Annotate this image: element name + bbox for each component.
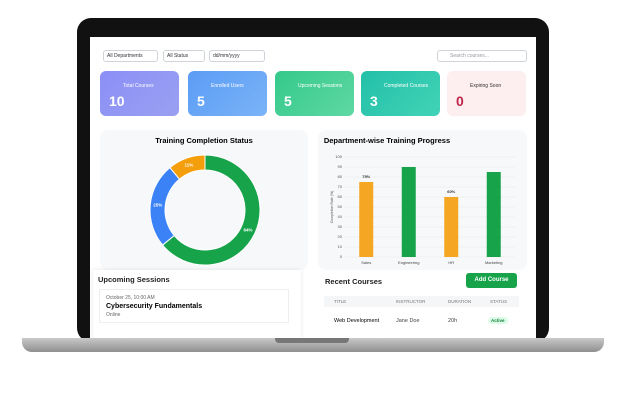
y-tick-label: 20 <box>338 234 343 239</box>
y-tick-label: 50 <box>338 204 343 209</box>
sessions-panel: Upcoming Sessions October 25, 10:00 AM C… <box>93 270 301 340</box>
card: Enrolled Users 5 <box>188 71 267 116</box>
data-label: 64% <box>243 227 252 232</box>
select[interactable]: All Departments <box>103 50 158 62</box>
y-tick-label: 90 <box>338 164 343 169</box>
filter-status[interactable]: All Status <box>163 50 205 62</box>
card-value: 0 <box>456 93 464 109</box>
data-label: 11% <box>185 162 194 167</box>
session-item[interactable]: October 25, 10:00 AM Cybersecurity Funda… <box>99 289 289 323</box>
panel-title: Recent Courses <box>325 277 383 286</box>
session-date: October 25, 10:00 AM <box>106 295 155 301</box>
donut-panel <box>100 130 308 270</box>
card: Upcoming Sessions 5 <box>275 71 354 116</box>
card: Total Courses 10 <box>100 71 179 116</box>
card-value: 10 <box>109 93 125 109</box>
donut-slice <box>169 154 206 180</box>
x-tick-label: Engineering <box>398 260 419 265</box>
search[interactable]: Search courses... <box>437 50 527 62</box>
card: Completed Courses 3 <box>361 71 440 116</box>
card-value: 5 <box>284 93 292 109</box>
y-axis-label: Completion Rate (%) <box>330 191 334 223</box>
add-course-button[interactable]: Add Course <box>466 273 517 288</box>
column-header: STATUS <box>490 299 508 304</box>
y-tick-label: 0 <box>340 254 343 259</box>
donut-slice <box>161 154 261 266</box>
y-tick-label: 40 <box>338 214 343 219</box>
x-tick-label: Marketing <box>485 260 503 265</box>
card: Expiring Soon 0 <box>447 71 526 116</box>
laptop-base <box>22 338 604 352</box>
bar <box>359 182 374 257</box>
card-label: Enrolled Users <box>211 83 244 89</box>
y-tick-label: 80 <box>338 174 343 179</box>
y-tick-label: 10 <box>338 244 343 249</box>
cell: Web Development <box>334 318 380 324</box>
status-badge: Active <box>488 317 508 324</box>
filter-department[interactable]: All Departments <box>103 50 158 62</box>
bar <box>486 172 501 257</box>
bar <box>401 167 416 257</box>
filter-date[interactable]: dd/mm/yyyy <box>209 50 265 62</box>
cell: Jane Doe <box>396 318 420 324</box>
laptop-notch <box>275 338 349 343</box>
card-label: Total Courses <box>123 83 154 89</box>
session-name: Cybersecurity Fundamentals <box>106 303 203 310</box>
panel-title: Upcoming Sessions <box>98 275 170 284</box>
y-tick-label: 60 <box>338 194 343 199</box>
table-header <box>324 296 519 307</box>
card-value: 5 <box>197 93 205 109</box>
y-tick-label: 30 <box>338 224 343 229</box>
chart-title: Training Completion Status <box>155 136 253 145</box>
column-header: TITLE <box>334 299 347 304</box>
bar <box>444 197 459 257</box>
card-label: Upcoming Sessions <box>298 83 343 89</box>
y-tick-label: 70 <box>338 184 343 189</box>
card-value: 3 <box>370 93 378 109</box>
session-mode: Online <box>106 312 121 318</box>
card-label: Completed Courses <box>384 83 429 89</box>
x-tick-label: Sales <box>361 260 371 265</box>
data-label: 60% <box>447 189 455 194</box>
data-label: 25% <box>153 203 162 208</box>
y-tick-label: 100 <box>335 154 342 159</box>
card-label: Expiring Soon <box>470 83 502 89</box>
data-label: 75% <box>362 174 370 179</box>
chart-title: Department-wise Training Progress <box>324 136 450 145</box>
x-tick-label: HR <box>448 260 454 265</box>
column-header: INSTRUCTOR <box>396 299 426 304</box>
courses-panel: Recent Courses Add Course TITLE INSTRUCT… <box>310 270 532 340</box>
cell: 20h <box>448 318 458 324</box>
column-header: DURATION <box>448 299 472 304</box>
